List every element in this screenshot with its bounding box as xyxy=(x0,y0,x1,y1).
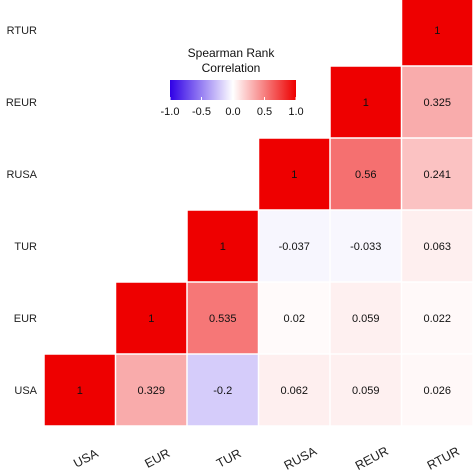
cell-value-label: 1 xyxy=(434,25,440,37)
legend-tick-label: 1.0 xyxy=(288,106,303,118)
cell-value-label: 1 xyxy=(291,169,297,181)
heatmap-cell-reur-rtur xyxy=(402,66,473,138)
cell-value-label: 0.241 xyxy=(423,169,451,181)
cell-value-label: 0.063 xyxy=(423,241,451,253)
cell-value-label: 1 xyxy=(363,97,369,109)
y-tick-label: TUR xyxy=(14,241,37,253)
cell-value-label: -0.2 xyxy=(213,385,232,397)
x-tick-label: RTUR xyxy=(425,444,462,473)
legend-tick-label: 0.5 xyxy=(257,106,272,118)
legend-title-line2: Correlation xyxy=(202,61,261,75)
heatmap-cell-rusa-rtur xyxy=(402,138,473,210)
cell-value-label: 0.022 xyxy=(423,313,451,325)
heatmap-cell-usa-tur xyxy=(187,354,258,426)
heatmap-cell-rusa-rusa xyxy=(259,138,330,210)
x-tick-label: USA xyxy=(71,446,101,471)
heatmap-cell-tur-reur xyxy=(330,210,401,282)
x-tick-label: RUSA xyxy=(282,444,320,473)
heatmap-cell-eur-reur xyxy=(330,282,401,354)
legend-tick-label: -0.5 xyxy=(192,106,211,118)
cell-value-label: 1 xyxy=(148,313,154,325)
y-tick-label: RUSA xyxy=(6,169,37,181)
legend: Spearman Rank Correlation -1.0 -0.5 0.0 0.5… xyxy=(161,46,304,118)
y-tick-label: RTUR xyxy=(7,25,37,37)
cell-value-label: 0.329 xyxy=(137,385,165,397)
heatmap-cell-eur-rtur xyxy=(402,282,473,354)
cell-value-label: 1 xyxy=(77,385,83,397)
y-tick-label: USA xyxy=(14,385,37,397)
heatmap-cell-usa-eur xyxy=(116,354,187,426)
y-tick-label: EUR xyxy=(14,313,37,325)
x-tick-label: REUR xyxy=(353,444,391,473)
cell-value-label: 0.059 xyxy=(352,385,380,397)
legend-colorbar xyxy=(170,80,296,100)
cell-value-label: 0.325 xyxy=(423,97,451,109)
cell-value-label: 0.56 xyxy=(355,169,376,181)
heatmap-cell-eur-rusa xyxy=(259,282,330,354)
x-tick-label: TUR xyxy=(214,446,243,470)
x-tick-label: EUR xyxy=(142,446,172,471)
legend-tick-label: -1.0 xyxy=(161,106,180,118)
heatmap-cell-labels: 1 0.329 -0.2 0.062 0.059 0.026 1 0.535 0.02 0.059… xyxy=(77,25,451,397)
heatmap-cell-usa-usa xyxy=(44,354,115,426)
cell-value-label: 0.062 xyxy=(280,385,308,397)
heatmap-cell-usa-rusa xyxy=(259,354,330,426)
cell-value-label: -0.037 xyxy=(279,241,310,253)
heatmap-cells xyxy=(44,0,473,426)
legend-ticks: -1.0 -0.5 0.0 0.5 1.0 xyxy=(161,97,304,118)
y-tick-label: REUR xyxy=(6,97,37,109)
heatmap-cell-usa-rtur xyxy=(402,354,473,426)
cell-value-label: -0.033 xyxy=(350,241,381,253)
legend-title-line1: Spearman Rank xyxy=(188,46,276,60)
y-axis: USA EUR TUR RUSA REUR RTUR xyxy=(6,25,38,397)
cell-value-label: 0.535 xyxy=(209,313,237,325)
cell-value-label: 0.02 xyxy=(284,313,305,325)
heatmap-cell-eur-eur xyxy=(116,282,187,354)
heatmap-cell-usa-reur xyxy=(330,354,401,426)
heatmap-cell-tur-tur xyxy=(187,210,258,282)
cell-value-label: 0.059 xyxy=(352,313,380,325)
heatmap-cell-tur-rtur xyxy=(402,210,473,282)
heatmap-cell-reur-reur xyxy=(330,66,401,138)
heatmap-cell-rusa-reur xyxy=(330,138,401,210)
heatmap-cell-rtur-rtur xyxy=(402,0,473,66)
cell-value-label: 0.026 xyxy=(423,385,451,397)
x-axis: USA EUR TUR RUSA REUR RTUR xyxy=(71,444,462,473)
heatmap-cell-tur-rusa xyxy=(259,210,330,282)
legend-tick-label: 0.0 xyxy=(225,106,240,118)
heatmap-cell-eur-tur xyxy=(187,282,258,354)
cell-value-label: 1 xyxy=(220,241,226,253)
